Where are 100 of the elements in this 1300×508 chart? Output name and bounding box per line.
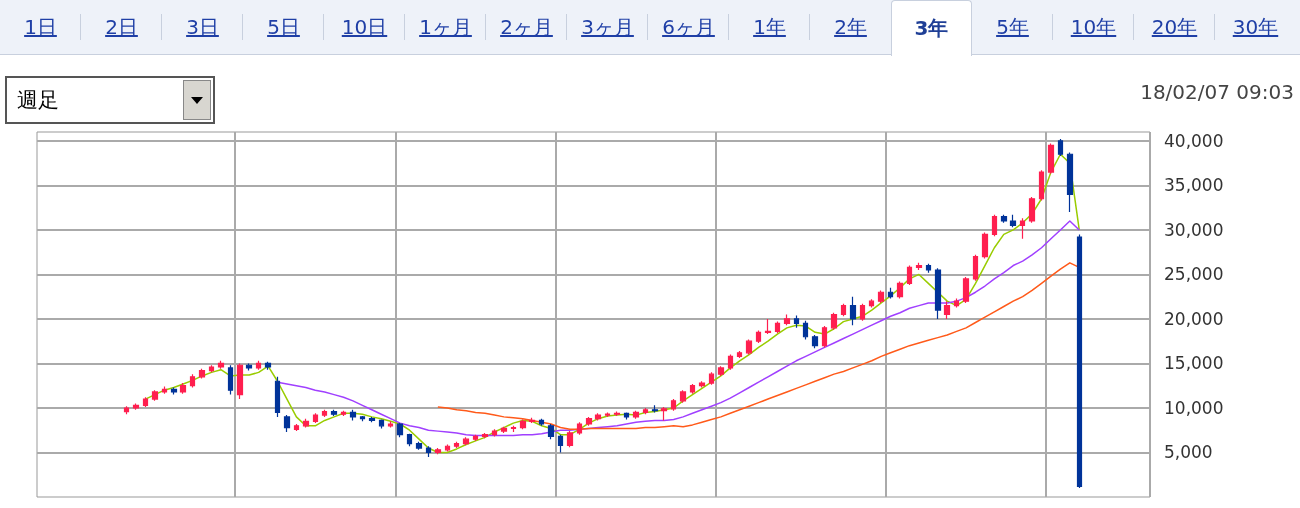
- candlestick: [1066, 151, 1074, 213]
- text: 2ヶ月: [486, 0, 567, 54]
- candlestick: [415, 441, 423, 451]
- candlestick: [557, 434, 564, 454]
- candlestick: [1028, 196, 1036, 224]
- candlestick: [123, 405, 130, 415]
- candlestick: [538, 418, 545, 427]
- candlestick: [764, 318, 772, 335]
- candlestick: [727, 353, 734, 371]
- y-tick-label: 5,000: [1164, 442, 1213, 463]
- candlestick: [481, 432, 489, 439]
- candlestick: [368, 416, 376, 423]
- candlestick: [198, 368, 206, 380]
- candlestick: [576, 421, 583, 436]
- candlestick: [1057, 138, 1064, 157]
- text: 20年: [1134, 0, 1215, 54]
- text: 3年: [891, 0, 972, 56]
- y-tick-label: 20,000: [1164, 308, 1224, 329]
- text: 30年: [1231, 13, 1280, 41]
- candlestick: [859, 303, 866, 322]
- y-tick-label: 40,000: [1164, 130, 1224, 151]
- candlestick: [1009, 214, 1017, 228]
- text: 10年: [1053, 0, 1134, 54]
- candlestick: [1038, 169, 1045, 202]
- text: 3日: [162, 0, 243, 54]
- candlestick: [934, 267, 942, 320]
- candlestick: [877, 289, 885, 304]
- candlestick: [1076, 233, 1083, 489]
- candlestick: [255, 360, 262, 371]
- y-tick-label: 35,000: [1164, 175, 1224, 196]
- candlestick: [274, 376, 281, 418]
- candlestick: [142, 396, 149, 408]
- candlestick: [321, 409, 328, 418]
- candlestick: [453, 441, 460, 449]
- candlestick: [717, 365, 725, 377]
- candlestick: [293, 423, 300, 432]
- candlestick: [245, 362, 253, 372]
- candlestick: [793, 314, 800, 329]
- candlestick: [632, 410, 640, 420]
- candlestick: [566, 430, 574, 448]
- candlestick: [953, 297, 960, 308]
- candlestick: [208, 364, 215, 373]
- candlestick: [906, 264, 913, 286]
- candlestick: [689, 383, 696, 395]
- candlestick: [972, 254, 979, 282]
- candlestick: [1019, 217, 1026, 240]
- candlestick: [425, 445, 432, 458]
- candlestick: [283, 414, 291, 433]
- candlestick: [755, 329, 762, 344]
- candlestick: [312, 412, 319, 424]
- candlestick: [227, 364, 234, 396]
- candlestick: [444, 443, 451, 453]
- candlestick: [500, 426, 508, 434]
- candlestick: [585, 416, 593, 427]
- candlestick: [774, 321, 781, 334]
- candlestick: [217, 360, 225, 370]
- text: 10日: [324, 0, 405, 54]
- candlestick: [651, 404, 659, 414]
- candlestick: [830, 312, 838, 331]
- candlestick: [991, 214, 998, 237]
- candlestick: [783, 313, 791, 326]
- candlestick: [519, 418, 527, 430]
- text: 6ヶ月: [648, 0, 729, 54]
- candlestick: [679, 389, 687, 404]
- candlestick: [623, 411, 630, 421]
- candlestick: [434, 447, 442, 455]
- candlestick: [1000, 214, 1008, 224]
- candlestick: [943, 300, 951, 320]
- text: 週足: [17, 87, 59, 114]
- candlestick: [736, 350, 743, 359]
- candlestick: [302, 418, 310, 429]
- candlestick: [642, 407, 649, 415]
- candlestick: [896, 280, 904, 300]
- candlestick: [745, 338, 753, 356]
- y-tick-label: 10,000: [1164, 397, 1224, 418]
- candlestick: [189, 373, 196, 389]
- candlestick: [236, 362, 244, 400]
- candlestick: [981, 232, 989, 260]
- candlestick: [547, 423, 555, 440]
- text: 2年: [833, 13, 868, 41]
- text: 18/02/07 09:03: [1140, 80, 1294, 104]
- candlestick: [340, 410, 347, 417]
- text: 1ヶ月: [405, 0, 486, 54]
- candlestick: [151, 389, 159, 402]
- candlestick: [613, 410, 621, 417]
- candlestick: [802, 320, 809, 341]
- candlestick: [349, 409, 357, 422]
- candlestick: [868, 298, 875, 308]
- candlestick: [264, 361, 272, 371]
- text: 5年: [972, 0, 1053, 54]
- candlestick: [396, 422, 404, 438]
- candlestick: [378, 418, 385, 430]
- candlestick: [387, 420, 394, 429]
- candlestick: [915, 262, 923, 271]
- line-series: [144, 153, 1081, 454]
- candlestick: [359, 415, 366, 422]
- candlestick: [528, 417, 536, 424]
- candlestick: [406, 433, 413, 447]
- candlestick: [462, 436, 470, 446]
- text: 1年: [729, 0, 810, 54]
